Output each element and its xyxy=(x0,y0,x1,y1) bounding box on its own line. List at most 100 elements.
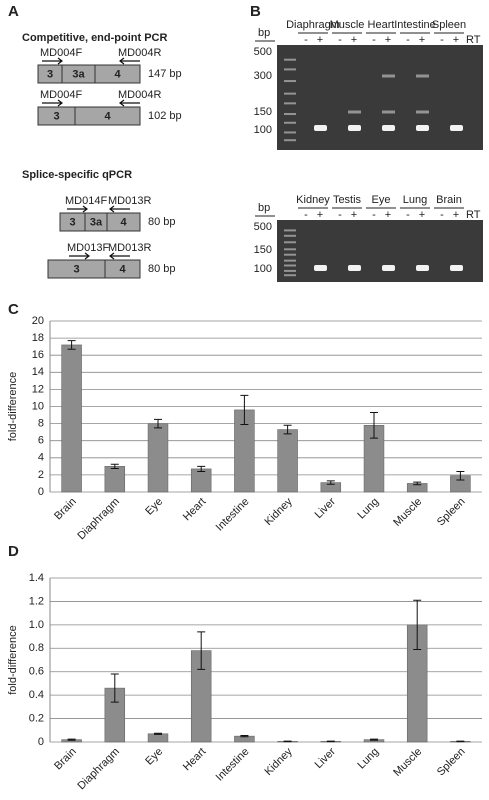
band xyxy=(314,265,327,271)
amplicon-size: 80 bp xyxy=(148,216,176,228)
gel xyxy=(277,45,483,150)
rt-sign: + xyxy=(385,34,391,46)
x-tick-label: Intestine xyxy=(214,496,252,534)
y-tick-label: 18 xyxy=(32,332,44,344)
faint-band xyxy=(382,74,395,78)
y-axis-label: fold-difference xyxy=(7,372,19,442)
primer-label: MD013F xyxy=(67,242,109,254)
y-tick-label: 0 xyxy=(38,736,44,748)
lane-label: Brain xyxy=(436,194,462,206)
marker-label: 100 xyxy=(254,263,272,275)
primer-arrow xyxy=(67,205,88,213)
faint-band xyxy=(416,74,429,78)
x-tick-label: Liver xyxy=(313,495,339,521)
rt-sign: - xyxy=(372,209,376,221)
ladder-band xyxy=(284,241,296,244)
y-tick-label: 20 xyxy=(32,315,44,327)
error-bar xyxy=(154,418,162,429)
x-tick-label: Kidney xyxy=(263,745,296,778)
error-bar xyxy=(67,738,76,741)
marker-label: 150 xyxy=(254,106,272,118)
primer-label: MD004R xyxy=(118,47,161,59)
primer-label: MD004F xyxy=(40,47,82,59)
lane-label: Eye xyxy=(372,194,391,206)
error-bar xyxy=(413,481,422,486)
marker-label: 500 xyxy=(254,46,272,58)
error-bar xyxy=(456,470,465,481)
amplicon-size: 80 bp xyxy=(148,263,176,275)
error-bar xyxy=(154,732,162,735)
faint-band xyxy=(416,110,429,114)
error-bar xyxy=(283,424,292,435)
lane-label: Muscle xyxy=(330,19,365,31)
ladder-band xyxy=(284,229,296,232)
y-tick-label: 0.2 xyxy=(29,712,44,724)
panel-label: B xyxy=(250,3,261,20)
exon-label: 3a xyxy=(72,68,85,80)
lane-label: Heart xyxy=(368,19,395,31)
exon-label: 4 xyxy=(104,110,111,122)
primer-label: MD013R xyxy=(108,242,151,254)
exon xyxy=(106,212,141,232)
ladder-band xyxy=(284,234,296,237)
lane-label: Kidney xyxy=(296,194,330,206)
rt-sign: - xyxy=(440,34,444,46)
band xyxy=(348,265,361,271)
band xyxy=(450,125,463,131)
rt-sign: + xyxy=(419,34,425,46)
error-bar xyxy=(197,631,206,670)
exon xyxy=(94,64,141,84)
rt-sign: + xyxy=(317,209,323,221)
faint-band xyxy=(348,110,361,114)
band xyxy=(450,265,463,271)
x-tick-label: Muscle xyxy=(391,746,424,779)
rt-sign: + xyxy=(351,209,357,221)
rt-sign: + xyxy=(351,34,357,46)
ladder-band xyxy=(284,264,296,267)
rt-sign: - xyxy=(304,34,308,46)
panel-label: C xyxy=(8,301,19,318)
rt-sign: + xyxy=(419,209,425,221)
rt-sign: + xyxy=(385,209,391,221)
x-tick-label: Brain xyxy=(52,496,79,523)
primer-arrow xyxy=(69,252,90,260)
error-bar xyxy=(240,394,249,425)
y-tick-label: 0 xyxy=(38,486,44,498)
y-tick-label: 0.8 xyxy=(29,642,44,654)
x-tick-label: Brain xyxy=(52,746,79,773)
band xyxy=(348,125,361,131)
lane-label: Spleen xyxy=(432,19,466,31)
error-bar xyxy=(370,738,378,741)
primer-arrow xyxy=(119,99,140,107)
rt-sign: - xyxy=(338,34,342,46)
x-tick-label: Spleen xyxy=(435,746,468,779)
y-tick-label: 8 xyxy=(38,418,44,430)
bar xyxy=(147,733,169,743)
exon-label: 3 xyxy=(47,68,53,80)
rt-sign: + xyxy=(317,34,323,46)
rt-label: RT xyxy=(466,34,481,46)
rt-sign: - xyxy=(372,34,376,46)
band xyxy=(416,265,429,271)
y-tick-label: 0.4 xyxy=(29,689,44,701)
error-bar xyxy=(240,735,249,738)
y-tick-label: 2 xyxy=(38,469,44,481)
exon-label: 3 xyxy=(73,263,79,275)
band xyxy=(416,125,429,131)
panel-label: D xyxy=(8,543,19,560)
y-tick-label: 16 xyxy=(32,349,44,361)
lane-label: Diaphragm xyxy=(286,19,340,31)
rt-sign: - xyxy=(406,34,410,46)
gel xyxy=(277,220,483,282)
band xyxy=(314,125,327,131)
ladder-band xyxy=(284,92,296,95)
bar xyxy=(190,468,212,493)
primer-arrow xyxy=(109,205,130,213)
lane-label: Testis xyxy=(333,194,362,206)
ladder-band xyxy=(284,131,296,134)
x-tick-label: Muscle xyxy=(391,496,424,529)
error-bar xyxy=(67,340,76,350)
unit-label: bp xyxy=(258,202,270,214)
x-tick-label: Eye xyxy=(143,746,165,768)
ladder-band xyxy=(284,80,296,83)
